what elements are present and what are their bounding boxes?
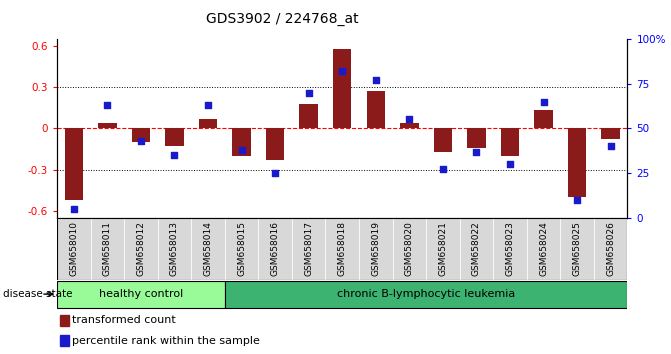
Bar: [64, 129, 83, 200]
Point: [538, 99, 549, 104]
Point: [270, 170, 280, 176]
Bar: [232, 129, 251, 156]
Bar: [426, 218, 460, 280]
Bar: [165, 129, 184, 146]
Text: GSM658024: GSM658024: [539, 221, 548, 276]
Text: GSM658017: GSM658017: [304, 221, 313, 276]
Point: [136, 138, 146, 144]
Text: GSM658021: GSM658021: [438, 221, 448, 276]
Bar: [225, 281, 627, 308]
Bar: [292, 218, 325, 280]
Point: [404, 116, 415, 122]
Bar: [601, 129, 620, 139]
Bar: [98, 123, 117, 129]
Point: [169, 152, 180, 158]
Bar: [366, 91, 385, 129]
Text: healthy control: healthy control: [99, 289, 183, 299]
Point: [337, 68, 348, 74]
Text: transformed count: transformed count: [72, 315, 176, 325]
Bar: [225, 218, 258, 280]
Text: GSM658016: GSM658016: [270, 221, 280, 276]
Text: GSM658013: GSM658013: [170, 221, 179, 276]
Bar: [124, 218, 158, 280]
Text: GSM658020: GSM658020: [405, 221, 414, 276]
Point: [572, 197, 582, 202]
Bar: [60, 335, 69, 346]
Bar: [493, 218, 527, 280]
Point: [370, 77, 381, 83]
Text: disease state: disease state: [3, 289, 73, 299]
Text: GSM658015: GSM658015: [237, 221, 246, 276]
Bar: [594, 218, 627, 280]
Text: GSM658012: GSM658012: [136, 221, 146, 276]
Point: [102, 102, 113, 108]
Point: [471, 149, 482, 154]
Bar: [91, 218, 124, 280]
Text: GSM658011: GSM658011: [103, 221, 112, 276]
Bar: [534, 110, 553, 129]
Text: GDS3902 / 224768_at: GDS3902 / 224768_at: [205, 12, 358, 27]
Text: GSM658018: GSM658018: [338, 221, 347, 276]
Text: percentile rank within the sample: percentile rank within the sample: [72, 336, 260, 346]
Text: GSM658026: GSM658026: [606, 221, 615, 276]
Bar: [467, 129, 486, 148]
Bar: [57, 218, 91, 280]
Bar: [501, 129, 519, 156]
Bar: [333, 48, 352, 129]
Bar: [299, 104, 318, 129]
Bar: [393, 218, 426, 280]
Bar: [568, 129, 586, 197]
Text: GSM658014: GSM658014: [203, 221, 213, 276]
Point: [236, 147, 247, 153]
Bar: [560, 218, 594, 280]
Bar: [199, 119, 217, 129]
Bar: [359, 218, 393, 280]
Bar: [132, 129, 150, 142]
Text: GSM658019: GSM658019: [371, 221, 380, 276]
Bar: [527, 218, 560, 280]
Point: [505, 161, 515, 167]
Point: [303, 90, 314, 96]
Bar: [460, 218, 493, 280]
Bar: [57, 281, 225, 308]
Text: GSM658023: GSM658023: [505, 221, 515, 276]
Bar: [158, 218, 191, 280]
Bar: [400, 123, 419, 129]
Bar: [258, 218, 292, 280]
Point: [605, 143, 616, 149]
Text: GSM658022: GSM658022: [472, 221, 481, 276]
Bar: [191, 218, 225, 280]
Text: GSM658010: GSM658010: [69, 221, 79, 276]
Text: GSM658025: GSM658025: [572, 221, 582, 276]
Bar: [325, 218, 359, 280]
Bar: [433, 129, 452, 152]
Point: [203, 102, 213, 108]
Bar: [266, 129, 285, 160]
Point: [437, 167, 448, 172]
Bar: [60, 315, 69, 326]
Point: [68, 206, 79, 212]
Text: chronic B-lymphocytic leukemia: chronic B-lymphocytic leukemia: [337, 289, 515, 299]
